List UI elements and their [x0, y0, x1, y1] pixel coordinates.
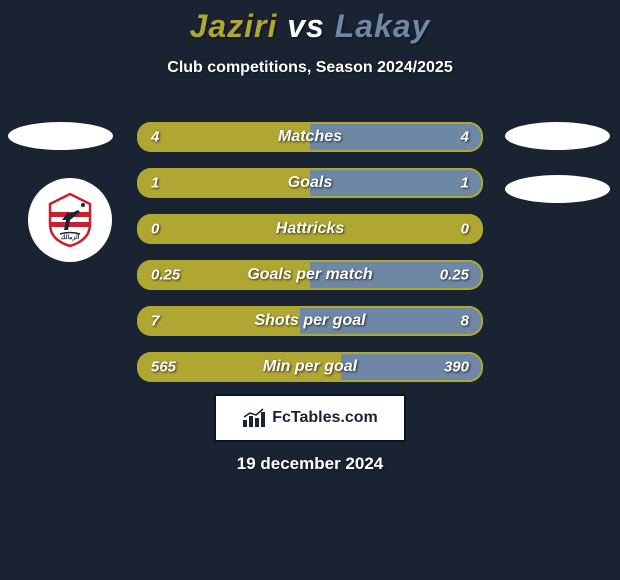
- stat-label: Goals per match: [247, 266, 372, 284]
- fctables-chart-icon: [242, 408, 268, 428]
- stat-value-left: 0.25: [151, 267, 180, 284]
- stat-label: Goals: [288, 174, 332, 192]
- stat-fill-right: [310, 168, 483, 198]
- stat-row: 7 8 Shots per goal: [137, 306, 483, 336]
- stat-fill-left: [137, 168, 310, 198]
- stats-container: 4 4 Matches 1 1 Goals 0 0 Hattricks 0.25 0.25 Goals…: [137, 122, 483, 398]
- stat-value-right: 4: [461, 129, 469, 146]
- stat-row: 0 0 Hattricks: [137, 214, 483, 244]
- player2-name: Lakay: [335, 8, 431, 44]
- zamalek-logo-icon: الزمالك: [40, 190, 100, 250]
- fctables-text: FcTables.com: [272, 409, 378, 427]
- stat-value-right: 8: [461, 313, 469, 330]
- svg-text:الزمالك: الزمالك: [61, 234, 80, 241]
- stat-label: Hattricks: [276, 220, 344, 238]
- stat-value-left: 0: [151, 221, 159, 238]
- stat-row: 565 390 Min per goal: [137, 352, 483, 382]
- stat-row: 1 1 Goals: [137, 168, 483, 198]
- stat-value-right: 1: [461, 175, 469, 192]
- vs-text: vs: [287, 8, 325, 44]
- stat-label: Matches: [278, 128, 342, 146]
- comparison-title: Jaziri vs Lakay: [0, 0, 620, 45]
- player2-badge-placeholder-2: [505, 175, 610, 203]
- player2-badge-placeholder-1: [505, 122, 610, 150]
- stat-label: Shots per goal: [254, 312, 365, 330]
- stat-value-right: 0: [461, 221, 469, 238]
- stat-value-left: 7: [151, 313, 159, 330]
- subtitle: Club competitions, Season 2024/2025: [0, 59, 620, 77]
- stat-value-left: 1: [151, 175, 159, 192]
- stat-label: Min per goal: [263, 358, 357, 376]
- stat-value-left: 4: [151, 129, 159, 146]
- stat-value-left: 565: [151, 359, 176, 376]
- player1-name: Jaziri: [190, 8, 278, 44]
- date-text: 19 december 2024: [237, 454, 384, 474]
- stat-row: 4 4 Matches: [137, 122, 483, 152]
- fctables-badge: FcTables.com: [214, 394, 406, 442]
- player1-badge-placeholder: [8, 122, 113, 150]
- club-logo: الزمالك: [28, 178, 112, 262]
- stat-value-right: 0.25: [440, 267, 469, 284]
- stat-row: 0.25 0.25 Goals per match: [137, 260, 483, 290]
- stat-value-right: 390: [444, 359, 469, 376]
